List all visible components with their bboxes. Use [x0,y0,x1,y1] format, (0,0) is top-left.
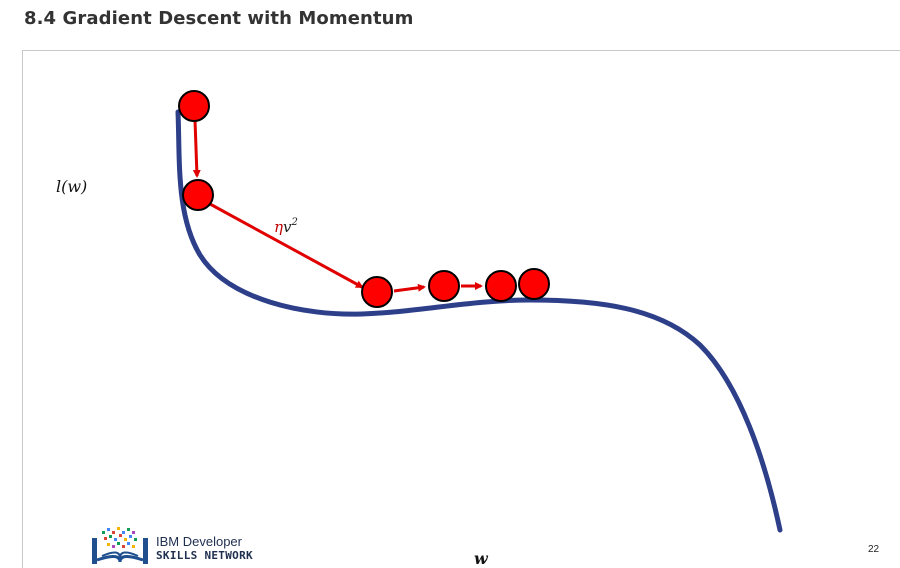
arrow-step-1 [192,119,201,178]
x-axis-label: w [474,549,489,568]
ball-position-2 [182,179,214,211]
arrow-step-2 [209,202,364,289]
ball-position-1 [178,90,210,122]
loss-curve [175,109,783,533]
ball-position-6 [518,268,550,300]
ball-position-5 [485,270,517,302]
ibm-skills-network-logo-icon [92,527,148,564]
ball-position-3 [361,276,393,308]
ball-position-4 [428,270,460,302]
slide-number: 22 [868,544,880,555]
momentum-label-exponent: 2 [290,217,297,228]
logo-text-ibm-developer: IBM Developer [156,534,242,549]
page-title: 8.4 Gradient Descent with Momentum [24,8,414,29]
logo-text-skills-network: SKILLS NETWORK [156,549,253,562]
slide-frame [22,50,900,568]
y-axis-label: l(w) [56,177,87,196]
momentum-label-eta: η [274,218,283,236]
momentum-label: ηv2 [274,217,298,236]
arrow-step-3 [393,283,426,293]
momentum-label-v: v [283,218,292,236]
